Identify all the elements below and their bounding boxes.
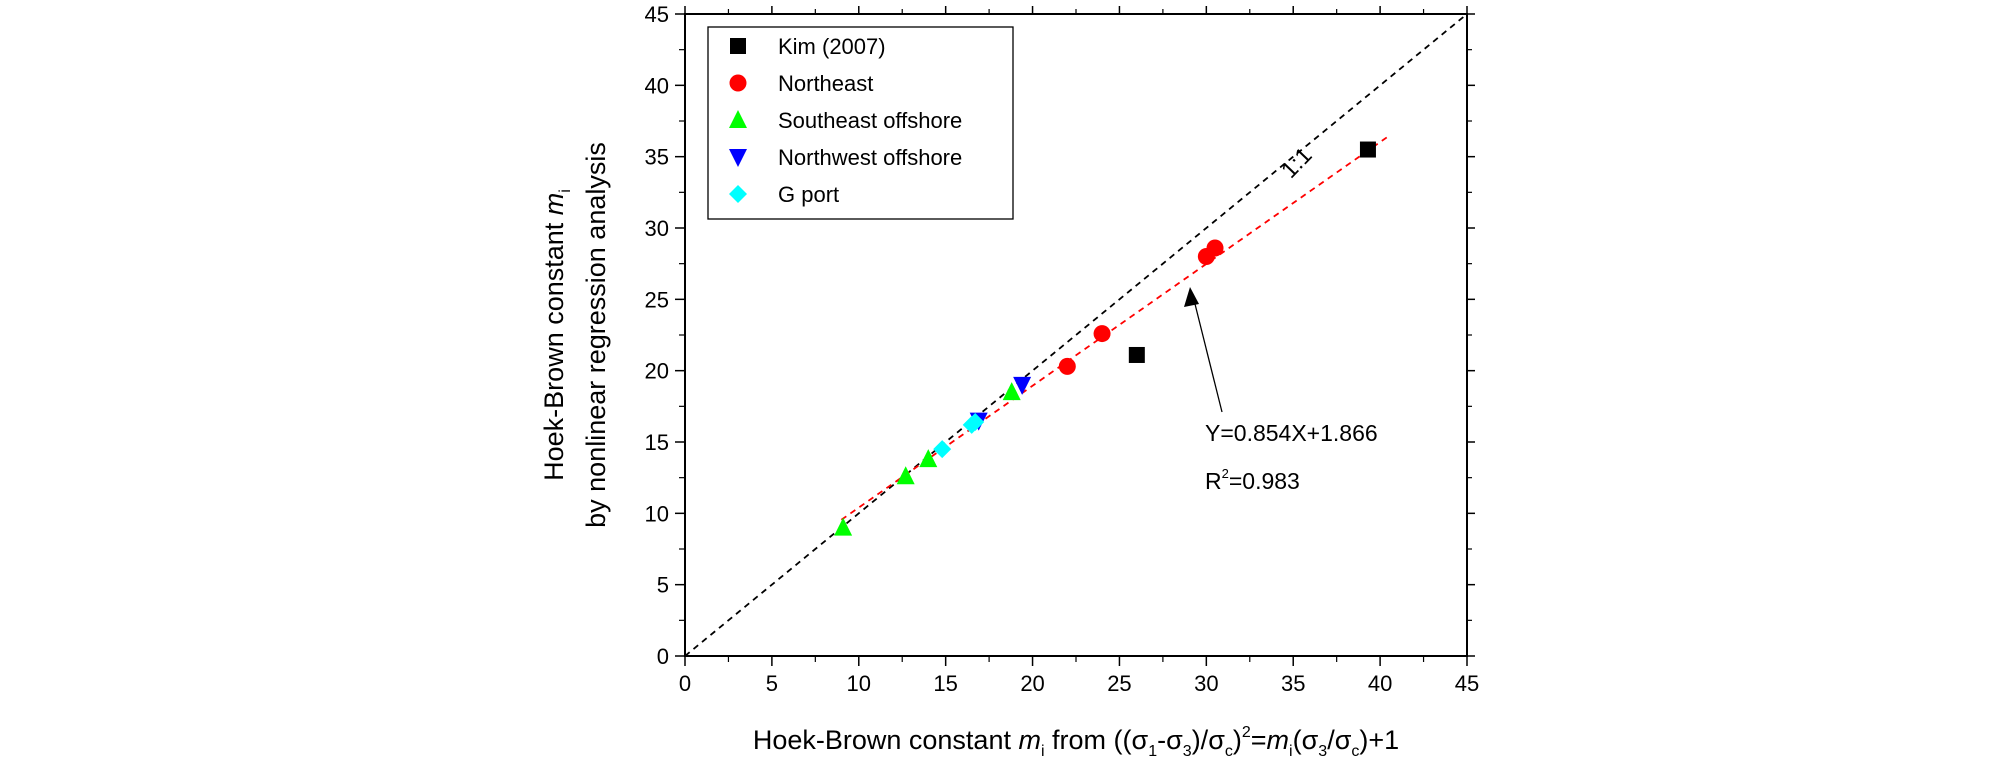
x-title-sub3: 3: [1183, 743, 1192, 759]
y-axis-title-line1: Hoek-Brown constant mi: [539, 189, 574, 481]
points-layer: [834, 141, 1376, 536]
annotation-arrow-head: [1184, 287, 1199, 307]
x-tick-label-15: 15: [933, 671, 957, 696]
x-title-sigma3b: σ: [1302, 725, 1319, 755]
x-title-part1: Hoek-Brown constant: [753, 725, 1019, 755]
line-fit: [840, 135, 1390, 521]
x-title-slash1: )/: [1192, 725, 1209, 755]
point-circle-1-3: [1206, 239, 1224, 257]
r-squared: R2=0.983: [1205, 466, 1300, 494]
x-title-sup2: 2: [1242, 724, 1251, 741]
x-title-sigma1: σ: [1132, 725, 1149, 755]
x-tick-label-40: 40: [1368, 671, 1392, 696]
legend-marker-1: [729, 74, 747, 92]
x-tick-label-5: 5: [766, 671, 778, 696]
line-one-to-one: [685, 14, 1467, 656]
one-to-one-label: 1:1: [1276, 142, 1317, 183]
x-title-sub1: 1: [1148, 743, 1157, 759]
legend-label-1: Northeast: [778, 71, 873, 96]
x-tick-label-0: 0: [679, 671, 691, 696]
y-tick-label-20: 20: [645, 359, 669, 384]
point-triangle-up-2-0: [834, 517, 853, 536]
x-tick-label-35: 35: [1281, 671, 1305, 696]
x-title-subc: c: [1225, 743, 1233, 759]
legend-marker-4: [729, 185, 747, 203]
x-axis-title: Hoek-Brown constant mi from ((σ1-σ3)/σc)…: [753, 724, 1399, 759]
y-tick-label-10: 10: [645, 501, 669, 526]
legend-marker-3: [729, 149, 747, 167]
legend-marker-2: [729, 110, 747, 128]
x-title-slash2: /: [1327, 725, 1335, 755]
x-tick-label-30: 30: [1194, 671, 1218, 696]
x-title-sub3b: 3: [1318, 743, 1327, 759]
point-circle-1-1: [1093, 325, 1111, 343]
point-circle-1-0: [1058, 357, 1076, 375]
annotation-arrow-shaft: [1192, 295, 1223, 413]
x-tick-label-20: 20: [1020, 671, 1044, 696]
x-title-sigma3: σ: [1166, 725, 1183, 755]
y-axis-title-line2: by nonlinear regression analysis: [581, 142, 611, 528]
y-tick-label-40: 40: [645, 73, 669, 98]
x-title-open2: (: [1293, 725, 1302, 755]
r-squared-value: =0.983: [1229, 468, 1300, 494]
point-diamond-4-2: [966, 413, 985, 432]
point-triangle-up-2-3: [1002, 382, 1021, 401]
x-title-m: m: [1018, 725, 1041, 755]
x-title-eq: =: [1251, 725, 1267, 755]
y-title-text: Hoek-Brown constant: [539, 215, 569, 481]
y-tick-label-45: 45: [645, 2, 669, 27]
y-tick-label-30: 30: [645, 216, 669, 241]
y-title-m: m: [539, 193, 569, 216]
x-title-i2: i: [1289, 743, 1293, 759]
legend-marker-0: [730, 38, 746, 54]
x-title-i: i: [1041, 743, 1045, 759]
y-axis: 0 5 10 15 20 25 30 35 40 45: [645, 2, 1475, 669]
point-diamond-4-0: [933, 440, 952, 459]
y-tick-label-35: 35: [645, 145, 669, 170]
point-triangle-up-2-2: [919, 449, 938, 468]
y-tick-label-25: 25: [645, 287, 669, 312]
r-squared-prefix: R: [1205, 468, 1222, 494]
point-triangle-up-2-1: [896, 466, 915, 485]
legend: Kim (2007) Northeast Southeast offshore Nor…: [707, 26, 1014, 220]
r-squared-sup: 2: [1222, 466, 1229, 481]
x-tick-label-10: 10: [847, 671, 871, 696]
x-title-m2: m: [1267, 725, 1290, 755]
y-tick-label-0: 0: [657, 644, 669, 669]
x-title-sigmacb: σ: [1335, 725, 1352, 755]
legend-label-2: Southeast offshore: [778, 108, 962, 133]
legend-label-4: G port: [778, 182, 839, 207]
point-triangle-down-3-1: [1013, 376, 1032, 395]
x-title-tail: )+1: [1359, 725, 1399, 755]
legend-label-0: Kim (2007): [778, 34, 886, 59]
point-square-0-0: [1128, 346, 1145, 363]
y-tick-label-5: 5: [657, 573, 669, 598]
x-tick-label-25: 25: [1107, 671, 1131, 696]
x-title-close: ): [1233, 725, 1242, 755]
x-title-part2: from ((: [1045, 725, 1132, 755]
fit-equation: Y=0.854X+1.866: [1205, 420, 1378, 446]
x-axis: 0 5 10 15 20 25 30 35 40 45: [679, 6, 1479, 696]
x-title-sigmac: σ: [1208, 725, 1225, 755]
legend-label-3: Northwest offshore: [778, 145, 962, 170]
y-tick-label-15: 15: [645, 430, 669, 455]
x-tick-label-45: 45: [1455, 671, 1479, 696]
lines-layer: [685, 14, 1467, 656]
legend-box: [707, 26, 1014, 220]
point-square-0-1: [1359, 141, 1376, 158]
x-title-subcb: c: [1351, 743, 1359, 759]
x-title-minus: -: [1157, 725, 1166, 755]
y-title-i: i: [557, 189, 574, 193]
